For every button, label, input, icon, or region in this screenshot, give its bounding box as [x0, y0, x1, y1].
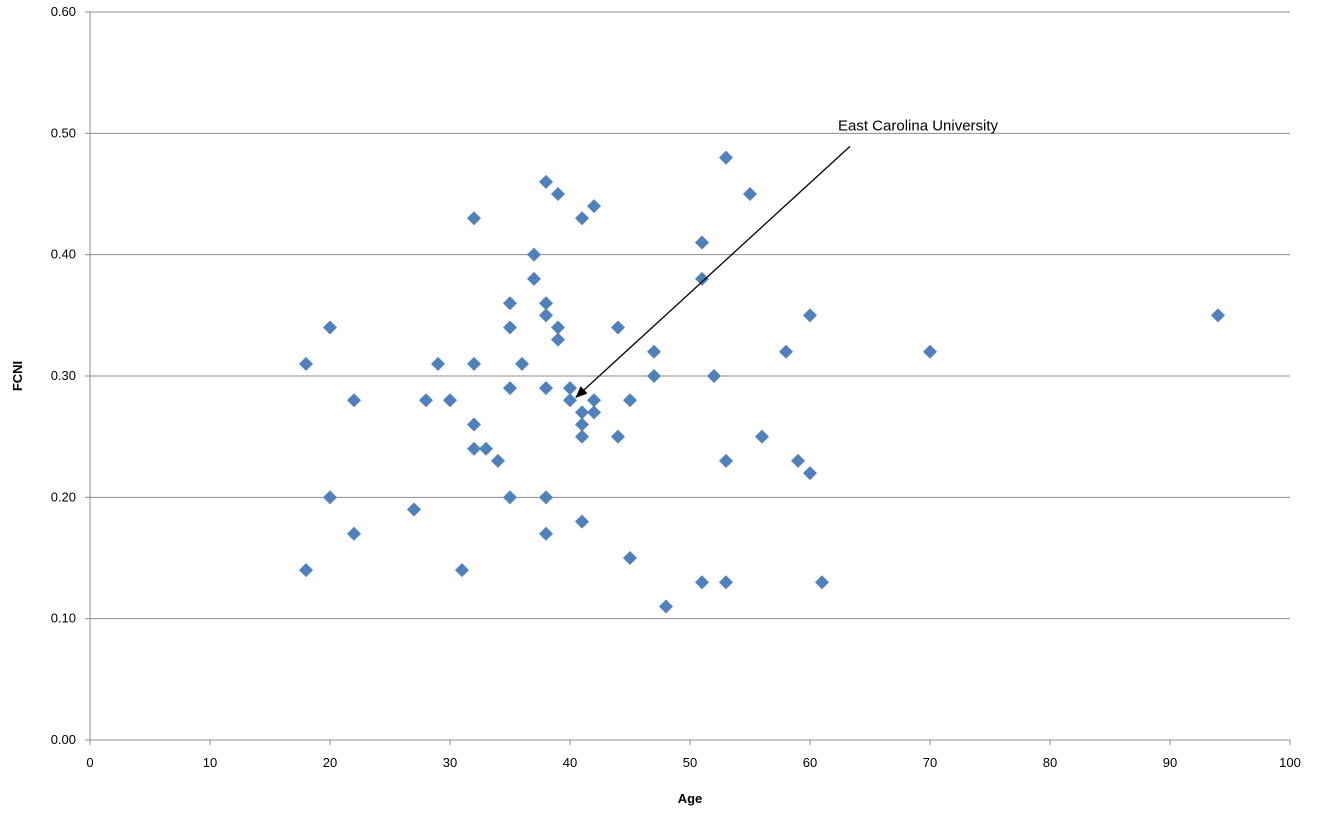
data-point: [647, 369, 661, 383]
data-point: [551, 320, 565, 335]
data-point: [743, 187, 757, 201]
data-point: [299, 356, 313, 371]
x-tick-label: 50: [683, 755, 697, 770]
data-point: [467, 356, 481, 371]
data-point: [611, 320, 625, 335]
y-axis-title: FCNI: [10, 361, 25, 391]
y-tick-label: 0.50: [51, 125, 76, 140]
data-point: [575, 429, 589, 444]
x-tick-label: 70: [923, 755, 937, 770]
y-tick-label: 0.20: [51, 489, 76, 504]
y-tick-label: 0.40: [51, 247, 76, 262]
annotation-arrow: [575, 145, 851, 398]
x-tick-label: 20: [323, 755, 337, 770]
data-point: [575, 211, 589, 226]
data-point: [539, 308, 553, 323]
data-point: [539, 296, 553, 311]
data-point: [419, 393, 433, 408]
data-point: [503, 320, 517, 335]
data-point: [515, 356, 529, 371]
data-point: [467, 441, 481, 456]
data-point: [491, 453, 505, 468]
data-point: [527, 247, 541, 262]
annotation-label: East Carolina University: [838, 117, 999, 134]
data-point: [803, 466, 817, 481]
x-tick-label: 0: [86, 755, 93, 770]
data-point: [575, 514, 589, 529]
x-tick-label: 90: [1163, 755, 1177, 770]
data-point: [1211, 308, 1225, 323]
data-point: [923, 344, 937, 359]
data-point: [779, 344, 793, 359]
data-point: [539, 381, 553, 396]
data-point: [707, 369, 721, 383]
data-point: [719, 150, 733, 165]
data-point: [443, 393, 457, 408]
x-tick-labels: 0 10 20 30 40 50 60 70 80 90 100: [86, 755, 1300, 770]
x-axis-title: Age: [678, 791, 703, 806]
x-tick-label: 80: [1043, 755, 1057, 770]
data-point: [575, 417, 589, 432]
data-point: [467, 211, 481, 226]
data-point: [551, 332, 565, 347]
data-point: [575, 405, 589, 420]
data-point: [323, 320, 337, 335]
data-point: [623, 551, 637, 565]
annotations: East Carolina University: [575, 117, 999, 398]
x-tick-label: 10: [203, 755, 217, 770]
data-point: [659, 599, 673, 614]
x-tick-label: 40: [563, 755, 577, 770]
data-point: [815, 575, 829, 590]
gridlines: [90, 11, 1290, 620]
data-point: [563, 381, 577, 396]
x-tick-label: 100: [1279, 755, 1301, 770]
y-tick-label: 0.00: [51, 732, 76, 747]
data-point: [695, 235, 709, 250]
y-tick-label: 0.30: [51, 368, 76, 383]
data-point: [695, 575, 709, 590]
data-point: [611, 429, 625, 444]
data-point: [719, 575, 733, 590]
x-tick-label: 30: [443, 755, 457, 770]
data-point: [539, 490, 553, 505]
y-tick-label: 0.10: [51, 611, 76, 626]
data-point: [587, 405, 601, 420]
data-point: [539, 526, 553, 541]
data-point: [347, 526, 361, 541]
data-point: [647, 344, 661, 359]
data-point: [323, 490, 337, 505]
data-point: [623, 393, 637, 408]
data-point: [467, 417, 481, 432]
y-tick-labels: 0.00 0.10 0.20 0.30 0.40 0.50 0.60: [51, 4, 76, 747]
data-point: [527, 271, 541, 286]
data-point: [407, 502, 421, 517]
data-point: [719, 453, 733, 468]
data-point: [803, 308, 817, 323]
data-point: [503, 296, 517, 311]
data-point: [503, 381, 517, 396]
x-tick-label: 60: [803, 755, 817, 770]
data-point: [539, 174, 553, 189]
y-tick-label: 0.60: [51, 4, 76, 19]
data-point: [479, 441, 493, 456]
data-point: [695, 271, 709, 286]
data-point: [587, 393, 601, 408]
data-point: [791, 453, 805, 468]
data-point: [551, 187, 565, 201]
data-point: [455, 563, 469, 578]
data-point: [503, 490, 517, 505]
data-points: [299, 150, 1225, 614]
data-point: [755, 429, 769, 444]
data-point: [587, 199, 601, 214]
data-point: [431, 356, 445, 371]
data-point: [299, 563, 313, 578]
data-point: [563, 393, 577, 408]
data-point: [347, 393, 361, 408]
axes: [85, 11, 1291, 745]
